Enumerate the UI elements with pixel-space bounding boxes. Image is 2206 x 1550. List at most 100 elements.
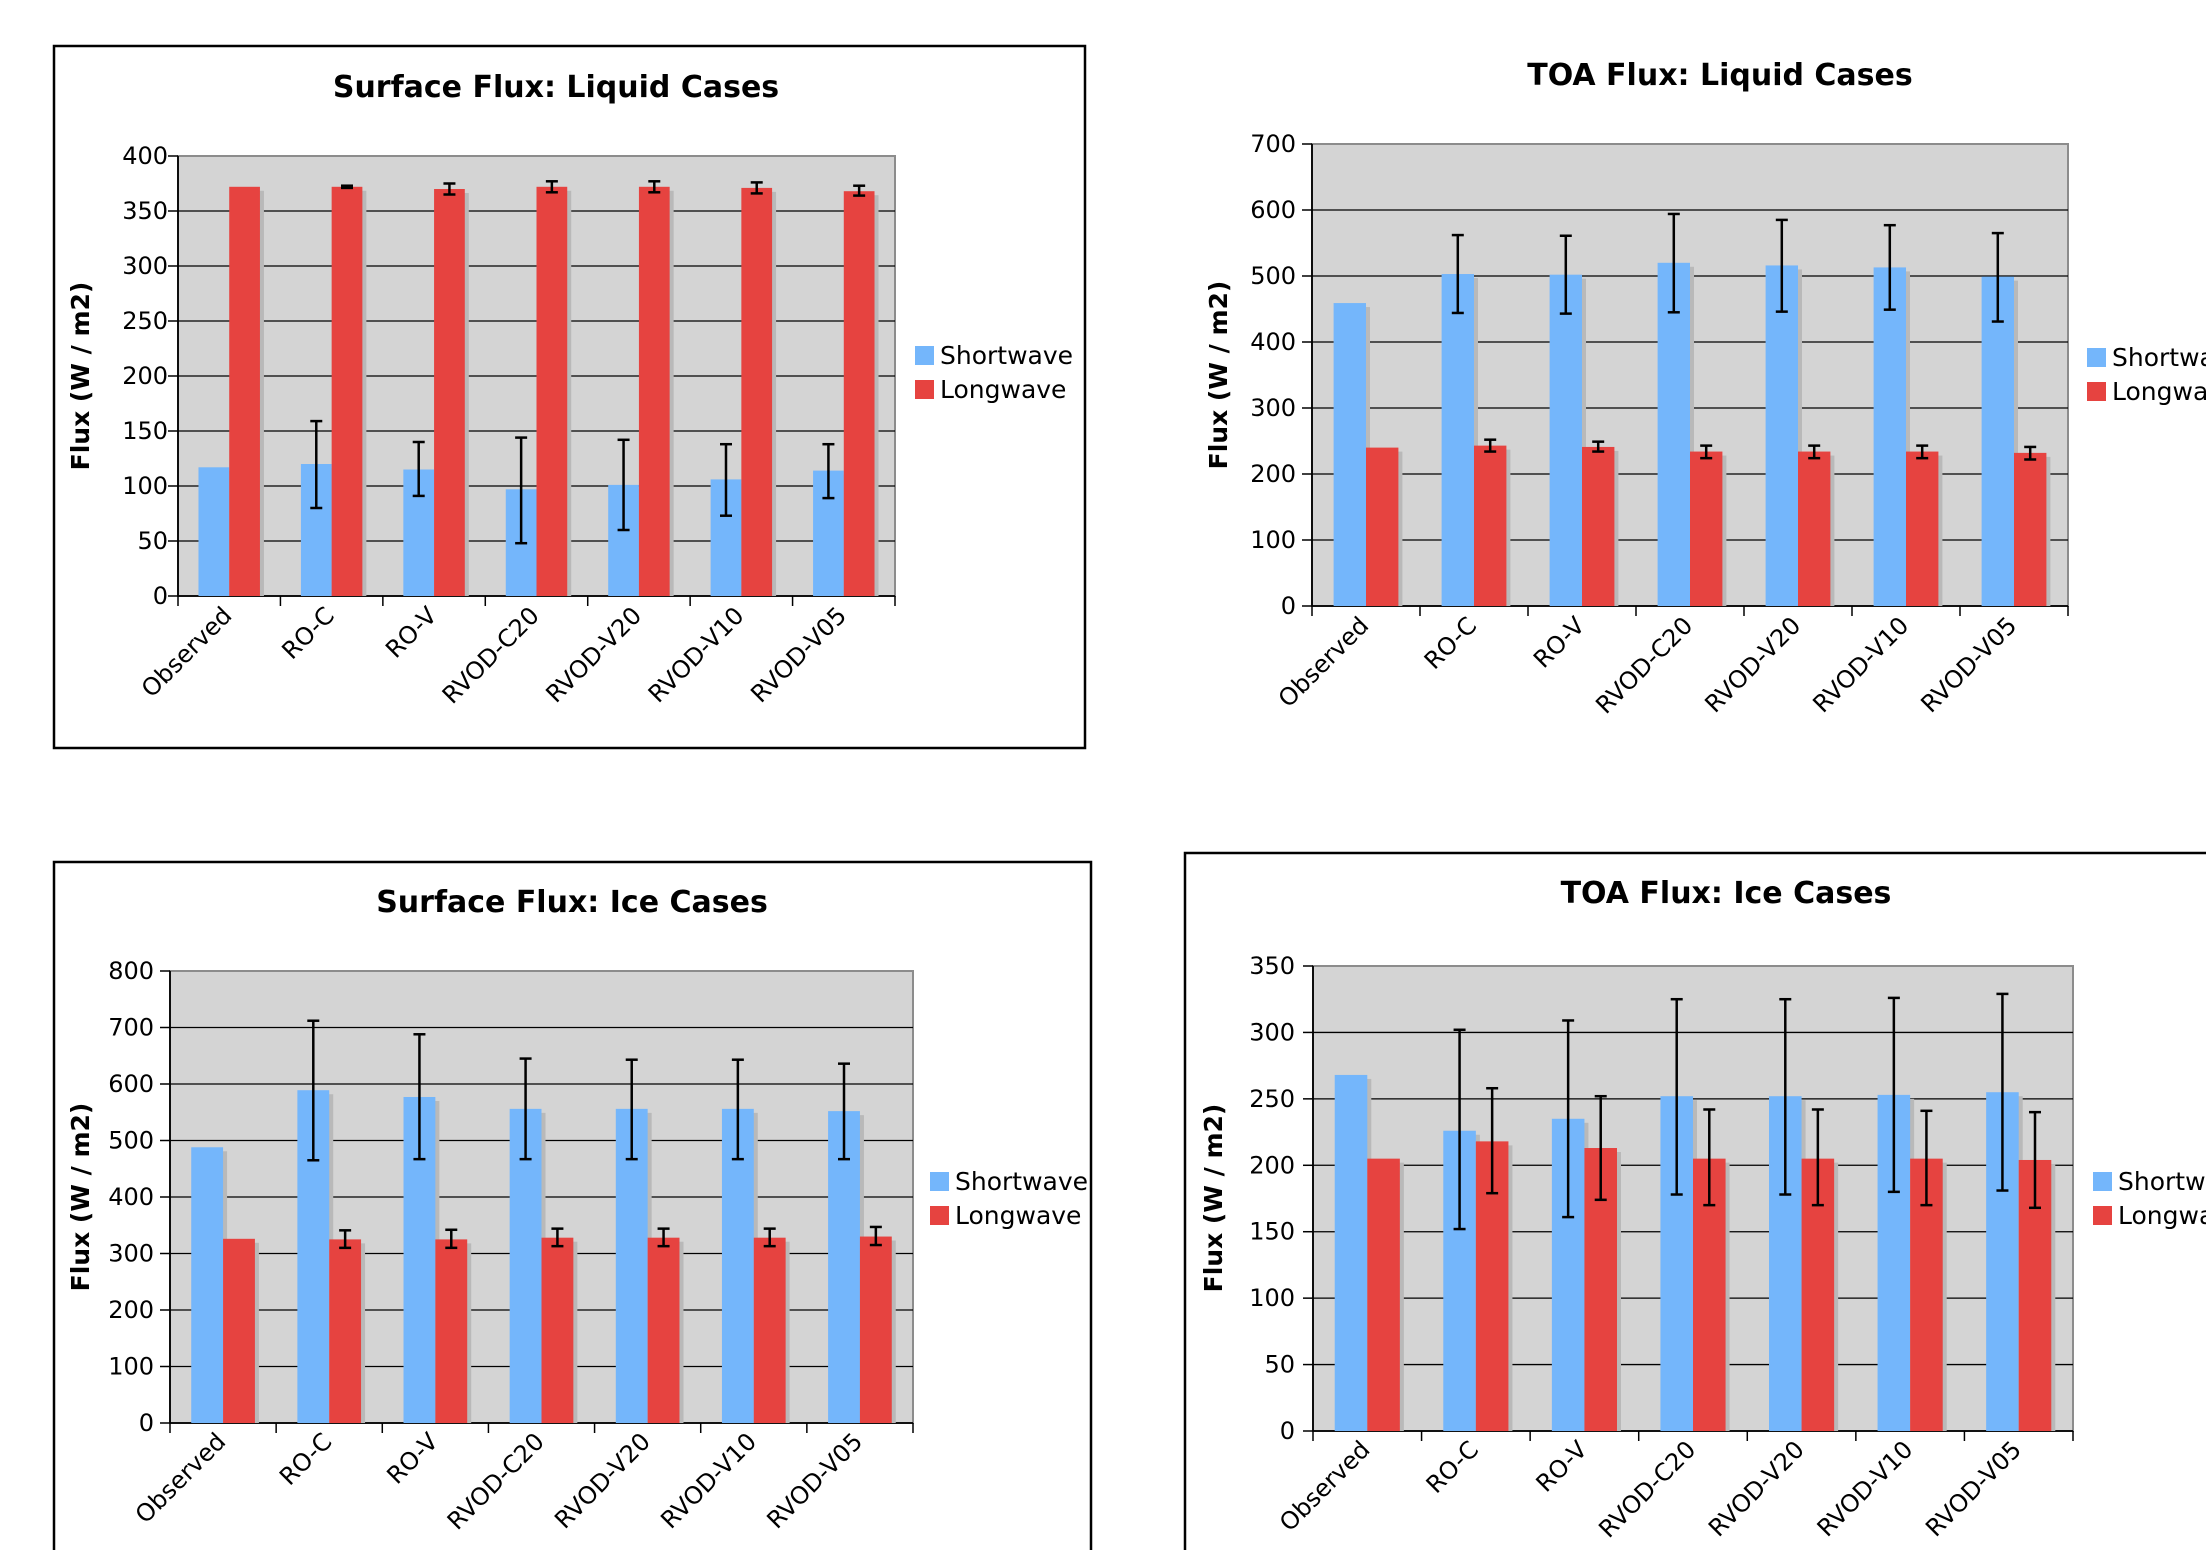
bar-longwave-rvod-v10 bbox=[753, 1237, 786, 1423]
bar-shortwave-rvod-v05 bbox=[828, 1111, 860, 1423]
bar-longwave-observed bbox=[229, 186, 260, 597]
legend-label-shortwave: Shortwave bbox=[955, 1167, 1088, 1196]
bar-longwave-rvod-v10 bbox=[1906, 451, 1939, 606]
bar-longwave-ro-v bbox=[435, 1239, 468, 1423]
y-tick-label: 200 bbox=[1250, 460, 1296, 488]
y-tick-label: 600 bbox=[108, 1070, 154, 1098]
bar-shortwave-rvod-v10 bbox=[721, 1108, 754, 1423]
y-tick-label: 300 bbox=[122, 252, 168, 280]
y-tick-label: 100 bbox=[1250, 526, 1296, 554]
y-axis-label: Flux (W / m2) bbox=[66, 282, 95, 471]
bar-shortwave-observed bbox=[1334, 1074, 1368, 1431]
bar-shortwave-rvod-v10 bbox=[1873, 267, 1906, 606]
y-axis-label: Flux (W / m2) bbox=[1199, 1104, 1228, 1293]
y-tick-label: 0 bbox=[139, 1409, 154, 1437]
bar-shortwave-observed bbox=[198, 467, 230, 596]
bar-longwave-rvod-v20 bbox=[638, 186, 670, 597]
bar-shortwave-rvod-c20 bbox=[1657, 262, 1690, 606]
y-tick-label: 400 bbox=[122, 142, 168, 170]
bar-longwave-rvod-v10 bbox=[741, 187, 773, 596]
y-axis-label: Flux (W / m2) bbox=[1204, 281, 1233, 470]
y-tick-label: 300 bbox=[1249, 1018, 1295, 1046]
y-tick-label: 250 bbox=[122, 307, 168, 335]
legend-label-longwave: Longwave bbox=[2118, 1201, 2206, 1230]
bar-longwave-rvod-v20 bbox=[1798, 451, 1831, 606]
legend-label-shortwave: Shortwave bbox=[940, 341, 1073, 370]
y-tick-label: 500 bbox=[108, 1127, 154, 1155]
legend-swatch-shortwave bbox=[2093, 1172, 2112, 1191]
bar-longwave-ro-v bbox=[434, 189, 465, 596]
y-tick-label: 700 bbox=[1250, 130, 1296, 158]
y-tick-label: 400 bbox=[108, 1183, 154, 1211]
y-tick-label: 500 bbox=[1250, 262, 1296, 290]
bar-shortwave-observed bbox=[191, 1147, 224, 1423]
bar-longwave-ro-c bbox=[329, 1239, 362, 1423]
legend-swatch-longwave bbox=[2093, 1206, 2112, 1225]
legend-label-shortwave: Shortwave bbox=[2112, 343, 2206, 372]
chart-title: TOA Flux: Ice Cases bbox=[1561, 876, 1892, 911]
y-tick-label: 50 bbox=[137, 527, 168, 555]
legend-label-longwave: Longwave bbox=[2112, 377, 2206, 406]
chart-title: Surface Flux: Ice Cases bbox=[376, 885, 768, 920]
x-tick-label: RO-C bbox=[1419, 611, 1482, 674]
bar-shortwave-rvod-c20 bbox=[509, 1108, 542, 1423]
y-tick-label: 150 bbox=[122, 417, 168, 445]
x-tick-label: RVOD-V05 bbox=[1916, 611, 2023, 718]
x-tick-label: RO-V bbox=[1528, 611, 1591, 674]
legend-swatch-longwave bbox=[930, 1206, 949, 1225]
x-tick-label: RVOD-V20 bbox=[1700, 611, 1807, 718]
x-tick-label: RVOD-C20 bbox=[1590, 611, 1698, 719]
y-tick-label: 700 bbox=[108, 1014, 154, 1042]
legend-swatch-shortwave bbox=[2087, 348, 2106, 367]
legend-swatch-longwave bbox=[2087, 382, 2106, 401]
bar-longwave-rvod-v20 bbox=[647, 1237, 680, 1423]
y-tick-label: 200 bbox=[108, 1296, 154, 1324]
bar-longwave-observed bbox=[223, 1238, 255, 1423]
y-tick-label: 150 bbox=[1249, 1218, 1295, 1246]
bar-shortwave-observed bbox=[1333, 303, 1366, 606]
y-tick-label: 50 bbox=[1264, 1351, 1295, 1379]
bar-longwave-ro-c bbox=[1474, 445, 1507, 606]
y-tick-label: 800 bbox=[108, 957, 154, 985]
legend-label-shortwave: Shortwave bbox=[2118, 1167, 2206, 1196]
bar-longwave-observed bbox=[1366, 447, 1399, 606]
bar-longwave-rvod-c20 bbox=[536, 186, 568, 597]
y-tick-label: 0 bbox=[153, 582, 168, 610]
y-axis-label: Flux (W / m2) bbox=[66, 1103, 95, 1292]
y-tick-label: 600 bbox=[1250, 196, 1296, 224]
bar-longwave-rvod-c20 bbox=[541, 1237, 574, 1423]
y-tick-label: 300 bbox=[1250, 394, 1296, 422]
y-tick-label: 100 bbox=[122, 472, 168, 500]
bar-shortwave-rvod-v20 bbox=[1765, 265, 1798, 606]
bar-shortwave-rvod-v20 bbox=[615, 1108, 648, 1423]
y-tick-label: 250 bbox=[1249, 1085, 1295, 1113]
x-tick-label: Observed bbox=[1273, 611, 1374, 712]
bar-longwave-rvod-c20 bbox=[1690, 451, 1723, 606]
bar-shortwave-ro-v bbox=[1549, 274, 1582, 606]
bar-longwave-rvod-v05 bbox=[2014, 452, 2047, 606]
x-tick-label: RVOD-V10 bbox=[1808, 611, 1915, 718]
bar-longwave-rvod-v05 bbox=[859, 1236, 892, 1423]
legend-label-longwave: Longwave bbox=[940, 375, 1066, 404]
legend-swatch-longwave bbox=[915, 380, 934, 399]
legend-swatch-shortwave bbox=[930, 1172, 949, 1191]
y-tick-label: 400 bbox=[1250, 328, 1296, 356]
y-tick-label: 200 bbox=[1249, 1151, 1295, 1179]
legend-label-longwave: Longwave bbox=[955, 1201, 1081, 1230]
bar-longwave-ro-v bbox=[1582, 446, 1615, 606]
bar-longwave-observed bbox=[1367, 1158, 1400, 1431]
y-tick-label: 100 bbox=[1249, 1284, 1295, 1312]
bar-longwave-rvod-v05 bbox=[843, 191, 875, 596]
y-tick-label: 0 bbox=[1281, 592, 1296, 620]
y-tick-label: 200 bbox=[122, 362, 168, 390]
y-tick-label: 300 bbox=[108, 1240, 154, 1268]
bar-shortwave-ro-c bbox=[1441, 274, 1474, 606]
y-tick-label: 0 bbox=[1280, 1417, 1295, 1445]
y-tick-label: 350 bbox=[122, 197, 168, 225]
bar-shortwave-rvod-v05 bbox=[1981, 276, 2014, 606]
legend-swatch-shortwave bbox=[915, 346, 934, 365]
